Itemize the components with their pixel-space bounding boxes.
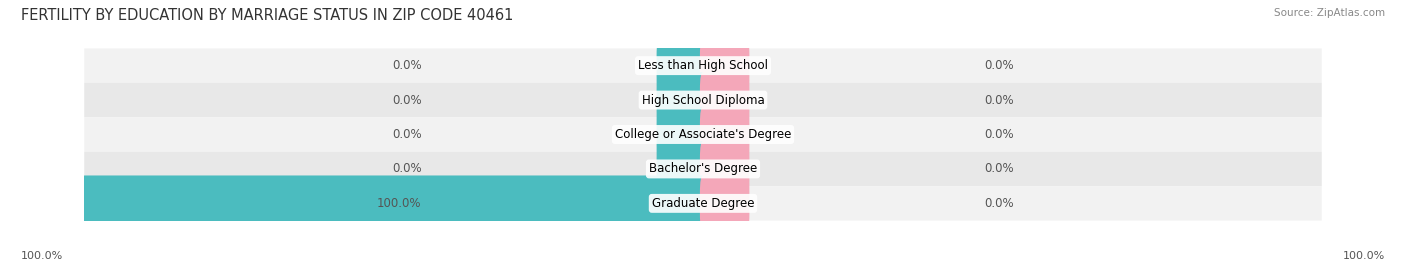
Text: 0.0%: 0.0% [984, 128, 1014, 141]
Text: 0.0%: 0.0% [392, 162, 422, 175]
Text: 100.0%: 100.0% [1343, 251, 1385, 261]
Text: 0.0%: 0.0% [984, 94, 1014, 107]
Text: 0.0%: 0.0% [392, 94, 422, 107]
Text: High School Diploma: High School Diploma [641, 94, 765, 107]
Text: College or Associate's Degree: College or Associate's Degree [614, 128, 792, 141]
FancyBboxPatch shape [657, 38, 706, 94]
Text: Source: ZipAtlas.com: Source: ZipAtlas.com [1274, 8, 1385, 18]
FancyBboxPatch shape [700, 141, 749, 197]
FancyBboxPatch shape [84, 152, 1322, 186]
Text: 0.0%: 0.0% [984, 59, 1014, 72]
Text: 0.0%: 0.0% [392, 59, 422, 72]
Text: 0.0%: 0.0% [984, 162, 1014, 175]
Text: 100.0%: 100.0% [21, 251, 63, 261]
FancyBboxPatch shape [84, 83, 1322, 117]
Text: Bachelor's Degree: Bachelor's Degree [650, 162, 756, 175]
FancyBboxPatch shape [84, 117, 1322, 152]
FancyBboxPatch shape [700, 175, 749, 231]
Text: 0.0%: 0.0% [392, 128, 422, 141]
FancyBboxPatch shape [700, 38, 749, 94]
Text: Graduate Degree: Graduate Degree [652, 197, 754, 210]
FancyBboxPatch shape [82, 175, 706, 231]
FancyBboxPatch shape [700, 107, 749, 162]
FancyBboxPatch shape [657, 107, 706, 162]
FancyBboxPatch shape [657, 72, 706, 128]
Text: 100.0%: 100.0% [377, 197, 422, 210]
FancyBboxPatch shape [657, 141, 706, 197]
FancyBboxPatch shape [84, 48, 1322, 83]
Text: 0.0%: 0.0% [984, 197, 1014, 210]
FancyBboxPatch shape [700, 72, 749, 128]
Text: Less than High School: Less than High School [638, 59, 768, 72]
FancyBboxPatch shape [84, 186, 1322, 221]
Text: FERTILITY BY EDUCATION BY MARRIAGE STATUS IN ZIP CODE 40461: FERTILITY BY EDUCATION BY MARRIAGE STATU… [21, 8, 513, 23]
